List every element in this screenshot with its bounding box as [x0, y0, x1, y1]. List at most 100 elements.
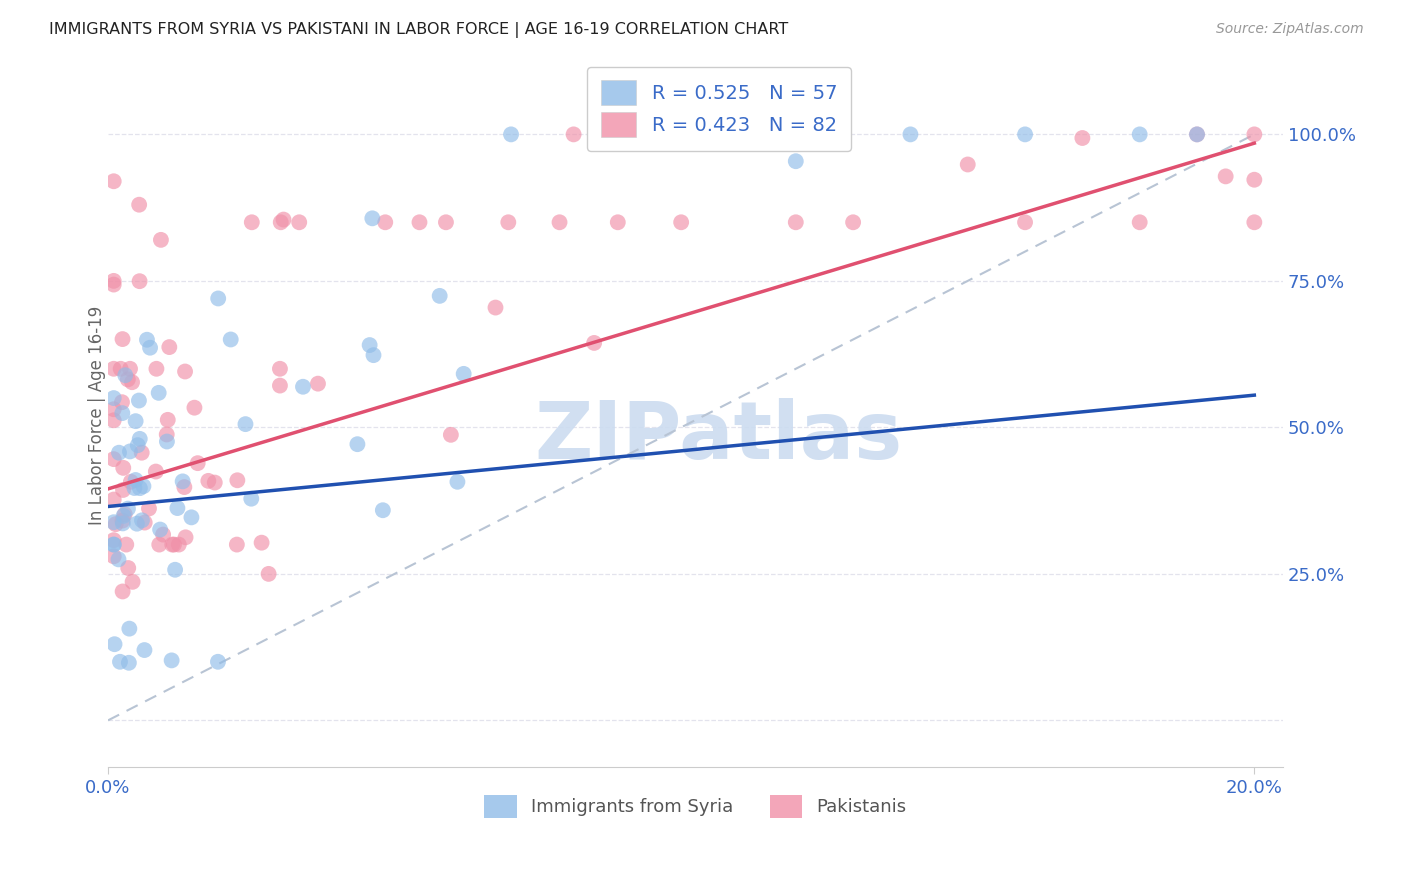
Point — [453, 367, 475, 381]
Point — [134, 516, 156, 530]
Point — [292, 380, 315, 394]
Point — [1014, 128, 1036, 142]
Point — [112, 483, 135, 497]
Point — [174, 364, 197, 378]
Point — [374, 215, 396, 229]
Point — [103, 274, 125, 288]
Point — [148, 538, 170, 552]
Point — [117, 372, 139, 386]
Point — [112, 461, 135, 475]
Point — [128, 197, 150, 211]
Point — [108, 655, 131, 669]
Point — [124, 473, 146, 487]
Point — [207, 655, 229, 669]
Text: ZIPatlas: ZIPatlas — [534, 398, 903, 475]
Point — [131, 446, 153, 460]
Point — [103, 637, 125, 651]
Point — [115, 538, 138, 552]
Point — [103, 549, 125, 564]
Point — [111, 584, 134, 599]
Point — [162, 538, 184, 552]
Point — [167, 538, 190, 552]
Point — [139, 341, 162, 355]
Point — [103, 391, 125, 405]
Point — [363, 348, 385, 362]
Point — [204, 475, 226, 490]
Point — [180, 510, 202, 524]
Point — [1129, 215, 1152, 229]
Point — [225, 538, 247, 552]
Point — [134, 643, 156, 657]
Point — [103, 492, 125, 507]
Point — [138, 501, 160, 516]
Point — [226, 473, 249, 487]
Point — [359, 338, 381, 352]
Point — [103, 402, 125, 417]
Point — [1185, 128, 1208, 142]
Point — [118, 444, 141, 458]
Point — [111, 406, 134, 420]
Point — [111, 332, 134, 346]
Point — [125, 516, 148, 531]
Point — [128, 481, 150, 495]
Point — [166, 501, 188, 516]
Point — [111, 514, 134, 528]
Point — [117, 561, 139, 575]
Point — [103, 174, 125, 188]
Point — [562, 128, 585, 142]
Point — [434, 215, 457, 229]
Point — [1071, 131, 1094, 145]
Point — [785, 154, 807, 169]
Legend: Immigrants from Syria, Pakistanis: Immigrants from Syria, Pakistanis — [477, 788, 914, 825]
Point — [160, 653, 183, 667]
Point — [498, 215, 520, 229]
Point — [429, 289, 451, 303]
Point — [606, 215, 628, 229]
Point — [145, 465, 167, 479]
Point — [131, 513, 153, 527]
Point — [118, 622, 141, 636]
Point — [440, 427, 463, 442]
Point — [110, 361, 132, 376]
Point — [548, 215, 571, 229]
Point — [240, 215, 263, 229]
Point — [174, 530, 197, 544]
Point — [121, 375, 143, 389]
Point — [900, 128, 922, 142]
Point — [235, 417, 257, 431]
Point — [103, 361, 125, 376]
Point — [156, 413, 179, 427]
Point — [103, 413, 125, 427]
Point — [1014, 215, 1036, 229]
Point — [842, 215, 865, 229]
Point — [270, 215, 292, 229]
Point — [307, 376, 329, 391]
Point — [219, 333, 242, 347]
Point — [269, 361, 291, 376]
Point — [669, 215, 692, 229]
Point — [346, 437, 368, 451]
Point — [156, 427, 179, 442]
Point — [112, 508, 135, 523]
Point — [269, 378, 291, 392]
Point — [257, 566, 280, 581]
Point — [408, 215, 430, 229]
Point — [148, 385, 170, 400]
Point — [104, 517, 127, 532]
Point — [152, 527, 174, 541]
Point — [103, 277, 125, 292]
Point — [163, 538, 186, 552]
Point — [120, 475, 142, 489]
Point — [446, 475, 468, 489]
Point — [165, 563, 187, 577]
Point — [107, 552, 129, 566]
Point — [111, 516, 134, 531]
Point — [128, 393, 150, 408]
Point — [118, 656, 141, 670]
Point — [1243, 128, 1265, 142]
Point — [1185, 128, 1208, 142]
Point — [183, 401, 205, 415]
Point — [187, 456, 209, 470]
Point — [114, 508, 136, 522]
Text: IMMIGRANTS FROM SYRIA VS PAKISTANI IN LABOR FORCE | AGE 16-19 CORRELATION CHART: IMMIGRANTS FROM SYRIA VS PAKISTANI IN LA… — [49, 22, 789, 38]
